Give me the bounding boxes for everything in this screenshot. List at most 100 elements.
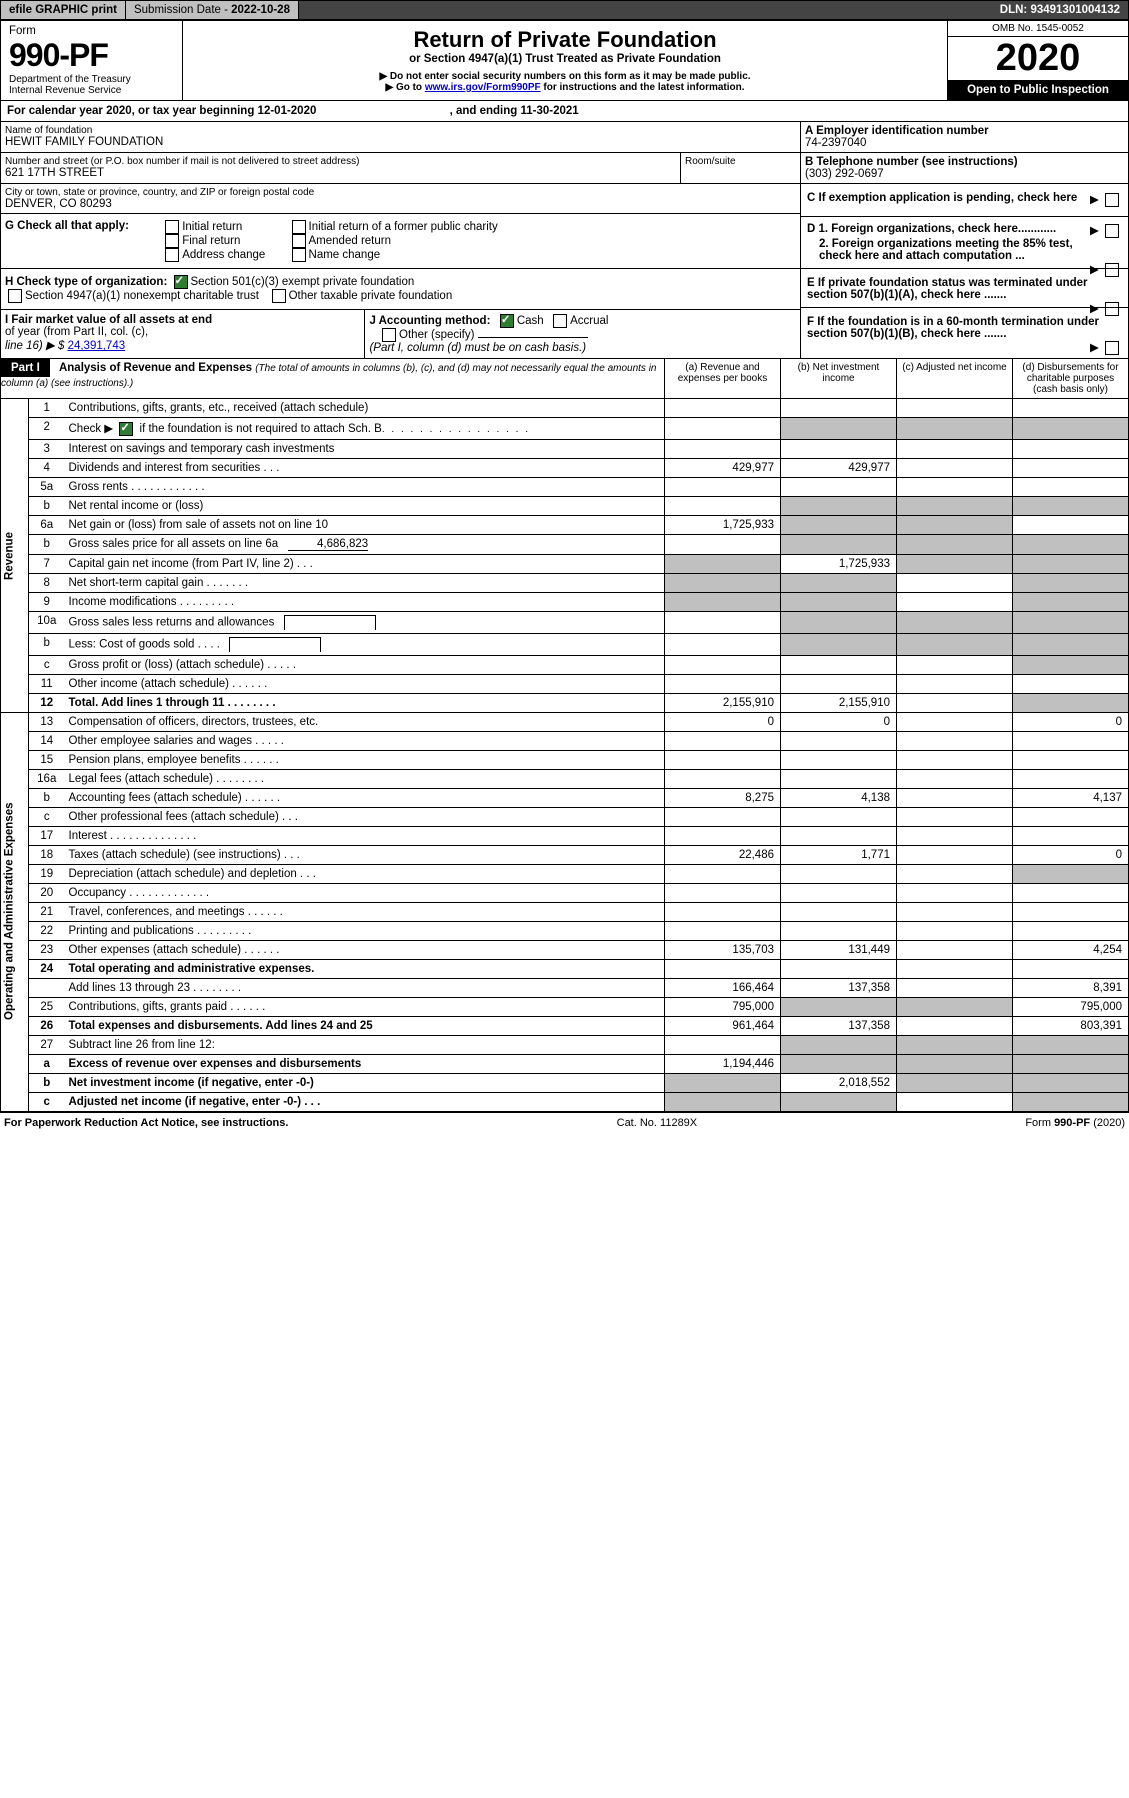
- cb-address-change[interactable]: [165, 248, 179, 262]
- cell: [781, 769, 897, 788]
- cb-cash[interactable]: [500, 314, 514, 328]
- G-o2: Final return: [182, 235, 240, 247]
- cell: [897, 633, 1013, 655]
- line-text: Depreciation (attach schedule) and deple…: [65, 864, 665, 883]
- cell: [1013, 826, 1129, 845]
- dln: DLN: 93491301004132: [992, 1, 1128, 19]
- line-text: Other employee salaries and wages . . . …: [65, 731, 665, 750]
- line-text: Gross sales less returns and allowances: [65, 611, 665, 633]
- cell: [1013, 864, 1129, 883]
- note2-pre: ▶ Go to: [385, 82, 424, 93]
- cell: [1013, 959, 1129, 978]
- line-text: Total expenses and disbursements. Add li…: [65, 1016, 665, 1035]
- cell: [781, 807, 897, 826]
- cb-501c3[interactable]: [174, 275, 188, 289]
- cell: [781, 611, 897, 633]
- cell: 0: [1013, 712, 1129, 731]
- G-o5: Amended return: [309, 235, 391, 247]
- cell: [897, 997, 1013, 1016]
- cell: [897, 978, 1013, 997]
- efile-print-button[interactable]: efile GRAPHIC print: [1, 1, 126, 19]
- cell: [665, 959, 781, 978]
- cb-amended[interactable]: [292, 234, 306, 248]
- form990pf-link[interactable]: www.irs.gov/Form990PF: [425, 82, 541, 93]
- fmv-link[interactable]: 24,391,743: [68, 340, 126, 352]
- open-public: Open to Public Inspection: [948, 80, 1128, 100]
- line-text: Printing and publications . . . . . . . …: [65, 921, 665, 940]
- cb-other-method[interactable]: [382, 328, 396, 342]
- foundation-name: HEWIT FAMILY FOUNDATION: [5, 136, 796, 148]
- cell: 8,391: [1013, 978, 1129, 997]
- cell: [897, 399, 1013, 418]
- cell: [781, 534, 897, 554]
- box-G: G Check all that apply: Initial return F…: [1, 214, 800, 269]
- cb-accrual[interactable]: [553, 314, 567, 328]
- line-text: Interest on savings and temporary cash i…: [65, 439, 665, 458]
- cell: [897, 807, 1013, 826]
- cb-D2[interactable]: [1105, 263, 1119, 277]
- cb-final-return[interactable]: [165, 234, 179, 248]
- line-num: b: [29, 534, 65, 554]
- line-text: Net rental income or (loss): [65, 496, 665, 515]
- cell: [897, 750, 1013, 769]
- line-text: Occupancy . . . . . . . . . . . . .: [65, 883, 665, 902]
- cell: 795,000: [1013, 997, 1129, 1016]
- cell: [897, 439, 1013, 458]
- colC-hdr: (c) Adjusted net income: [897, 359, 1013, 399]
- E-label: E If private foundation status was termi…: [807, 277, 1107, 301]
- cell: [665, 399, 781, 418]
- cell: [1013, 418, 1129, 440]
- cell: 4,254: [1013, 940, 1129, 959]
- cell: 135,703: [665, 940, 781, 959]
- cell: [1013, 674, 1129, 693]
- cell: [897, 1092, 1013, 1111]
- cell: [665, 554, 781, 573]
- J-accr: Accrual: [570, 315, 608, 327]
- cell: [665, 534, 781, 554]
- line-text: Subtract line 26 from line 12:: [65, 1035, 665, 1054]
- cell: [665, 750, 781, 769]
- cell: [897, 712, 1013, 731]
- part1-table: Part I Analysis of Revenue and Expenses …: [0, 359, 1129, 1112]
- line-num: 24: [29, 959, 65, 978]
- cell: [897, 592, 1013, 611]
- cell: [781, 633, 897, 655]
- part1-tag: Part I: [1, 359, 50, 377]
- form-number: 990-PF: [9, 37, 174, 74]
- cell: [1013, 883, 1129, 902]
- cb-other-taxable[interactable]: [272, 289, 286, 303]
- cb-C[interactable]: [1105, 193, 1119, 207]
- cb-4947a1[interactable]: [8, 289, 22, 303]
- cell: [897, 554, 1013, 573]
- cell: [781, 731, 897, 750]
- line-num: 10a: [29, 611, 65, 633]
- line-num: 6a: [29, 515, 65, 534]
- H-label: H Check type of organization:: [5, 276, 167, 288]
- cb-name-change[interactable]: [292, 248, 306, 262]
- cell: [1013, 1092, 1129, 1111]
- box-I: I Fair market value of all assets at end…: [1, 310, 365, 358]
- line-text: Excess of revenue over expenses and disb…: [65, 1054, 665, 1073]
- line-num: a: [29, 1054, 65, 1073]
- cell: [781, 573, 897, 592]
- cell: [1013, 496, 1129, 515]
- cell: [897, 458, 1013, 477]
- line-num: 17: [29, 826, 65, 845]
- line-num: b: [29, 633, 65, 655]
- cell: [897, 769, 1013, 788]
- cell: [1013, 1073, 1129, 1092]
- subdate-value: 2022-10-28: [231, 4, 290, 16]
- cell: [897, 845, 1013, 864]
- cell: [1013, 554, 1129, 573]
- line-text: Adjusted net income (if negative, enter …: [65, 1092, 665, 1111]
- footer-right: Form 990-PF (2020): [1025, 1117, 1125, 1129]
- D1: D 1. Foreign organizations, check here..…: [807, 223, 1056, 235]
- cb-F[interactable]: [1105, 341, 1119, 355]
- cell: [665, 769, 781, 788]
- cb-initial-return[interactable]: [165, 220, 179, 234]
- cb-E[interactable]: [1105, 302, 1119, 316]
- cb-D1[interactable]: [1105, 224, 1119, 238]
- cb-initial-former[interactable]: [292, 220, 306, 234]
- irs-label: Internal Revenue Service: [9, 85, 174, 96]
- cell: [781, 959, 897, 978]
